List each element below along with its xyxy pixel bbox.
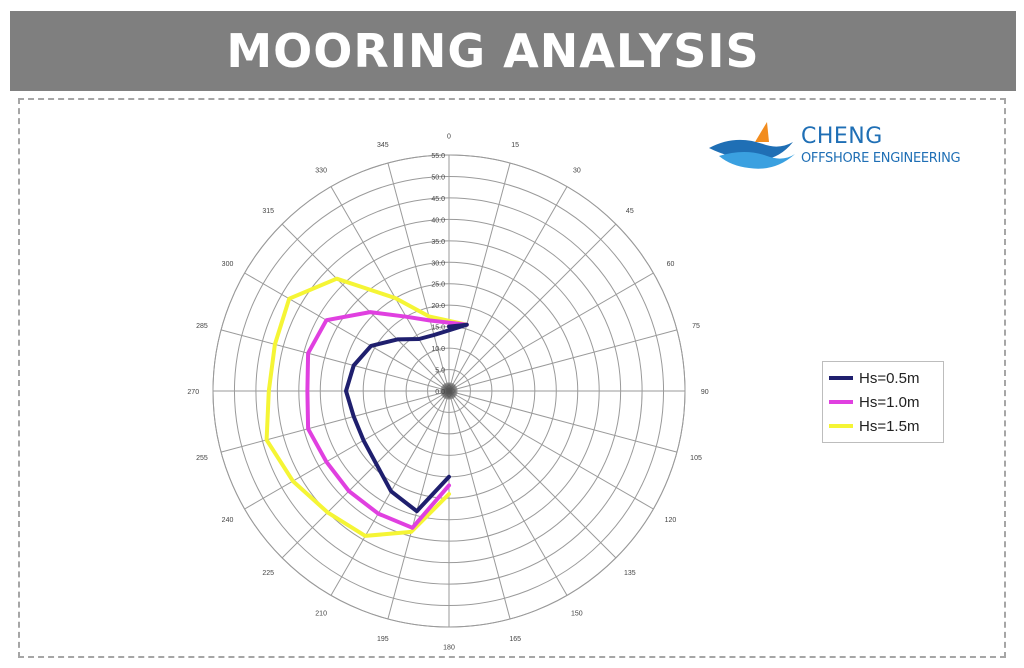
grid-spoke xyxy=(220,329,450,392)
grid-spoke xyxy=(448,162,511,392)
legend-item-hs-1-5: Hs=1.5m xyxy=(823,414,943,438)
legend-label: Hs=1.0m xyxy=(859,393,920,411)
grid-spoke xyxy=(244,272,450,392)
grid-spoke xyxy=(281,390,450,559)
angular-tick-label: 315 xyxy=(262,208,274,215)
radial-tick-label: 30.0 xyxy=(431,260,445,267)
angular-tick-label: 180 xyxy=(443,645,455,652)
legend-label: Hs=0.5m xyxy=(859,369,920,387)
series-line-Hs=0.5m xyxy=(344,322,469,514)
angular-tick-label: 30 xyxy=(573,168,581,175)
radial-tick-label: 10.0 xyxy=(431,346,445,353)
grid-spoke xyxy=(220,390,450,453)
grid-spoke xyxy=(448,390,511,620)
radial-tick-label: 55.0 xyxy=(431,153,445,160)
series-line-Hs=1.0m xyxy=(305,310,469,530)
grid-spoke xyxy=(281,223,450,392)
angular-tick-label: 15 xyxy=(511,142,519,149)
angular-tick-label: 0 xyxy=(447,133,451,140)
legend-item-hs-1-0: Hs=1.0m xyxy=(823,390,943,414)
angular-tick-label: 105 xyxy=(690,455,702,462)
angular-tick-label: 300 xyxy=(222,261,234,268)
angular-tick-label: 210 xyxy=(315,610,327,617)
grid-spoke xyxy=(387,390,450,620)
angular-tick-label: 165 xyxy=(509,636,521,643)
radial-tick-label: 15.0 xyxy=(431,325,445,332)
legend-swatch xyxy=(829,376,853,380)
wave-sail-icon xyxy=(709,122,795,169)
radial-tick-label: 35.0 xyxy=(431,239,445,246)
grid-spoke xyxy=(244,390,450,510)
polar-grid xyxy=(212,154,686,628)
angular-tick-label: 285 xyxy=(196,323,208,330)
angular-tick-label: 330 xyxy=(315,168,327,175)
radial-tick-label: 50.0 xyxy=(431,174,445,181)
grid-spoke xyxy=(448,329,678,392)
grid-spoke xyxy=(330,186,450,392)
radial-tick-label: 0.0 xyxy=(435,389,445,396)
title-banner: MOORING ANALYSIS xyxy=(10,11,1016,91)
radial-tick-label: 40.0 xyxy=(431,217,445,224)
angular-tick-label: 270 xyxy=(187,389,199,396)
radial-tick-label: 20.0 xyxy=(431,303,445,310)
angular-tick-label: 195 xyxy=(377,636,389,643)
grid-spoke xyxy=(387,162,450,392)
company-logo: CHENG OFFSHORE ENGINEERING xyxy=(705,118,995,178)
angular-tick-label: 150 xyxy=(571,610,583,617)
legend-swatch xyxy=(829,400,853,404)
angular-tick-label: 240 xyxy=(222,517,234,524)
angular-tick-label: 225 xyxy=(262,570,274,577)
angular-tick-label: 255 xyxy=(196,455,208,462)
angular-tick-label: 345 xyxy=(377,142,389,149)
legend-label: Hs=1.5m xyxy=(859,417,920,435)
grid-spoke xyxy=(448,223,617,392)
radial-tick-labels: 0.0 5.0 10.0 15.0 20.0 25.0 30.0 35.0 40.0 45.0 50… xyxy=(431,153,445,396)
angular-tick-label: 45 xyxy=(626,208,634,215)
radial-tick-label: 5.0 xyxy=(435,368,445,375)
page-title: MOORING ANALYSIS xyxy=(226,24,760,78)
grid-spoke xyxy=(448,390,678,453)
angular-tick-label: 135 xyxy=(624,570,636,577)
grid-spoke xyxy=(448,390,654,510)
angular-tick-label: 75 xyxy=(692,323,700,330)
angular-tick-label: 120 xyxy=(665,517,677,524)
angular-tick-labels: 0 15 30 45 60 75 90 105 120 135 150 165 180 195 210 225… xyxy=(187,133,708,651)
logo-name: CHENG xyxy=(801,124,883,149)
radial-tick-label: 25.0 xyxy=(431,282,445,289)
series-line-Hs=1.5m xyxy=(264,276,469,538)
radial-tick-label: 45.0 xyxy=(431,196,445,203)
grid-spoke xyxy=(448,186,568,392)
angular-tick-label: 60 xyxy=(667,261,675,268)
legend-item-hs-0-5: Hs=0.5m xyxy=(823,366,943,390)
grid-spoke xyxy=(448,390,568,596)
legend-swatch xyxy=(829,424,853,428)
grid-spoke xyxy=(448,390,617,559)
series-lines xyxy=(264,276,469,538)
angular-tick-label: 90 xyxy=(701,389,709,396)
logo-subtitle: OFFSHORE ENGINEERING xyxy=(801,151,961,166)
grid-spoke xyxy=(448,272,654,392)
chart-legend: Hs=0.5m Hs=1.0m Hs=1.5m xyxy=(822,361,944,443)
chart-frame xyxy=(18,98,1006,658)
grid-hub-line xyxy=(447,382,450,392)
grid-spoke xyxy=(330,390,450,596)
